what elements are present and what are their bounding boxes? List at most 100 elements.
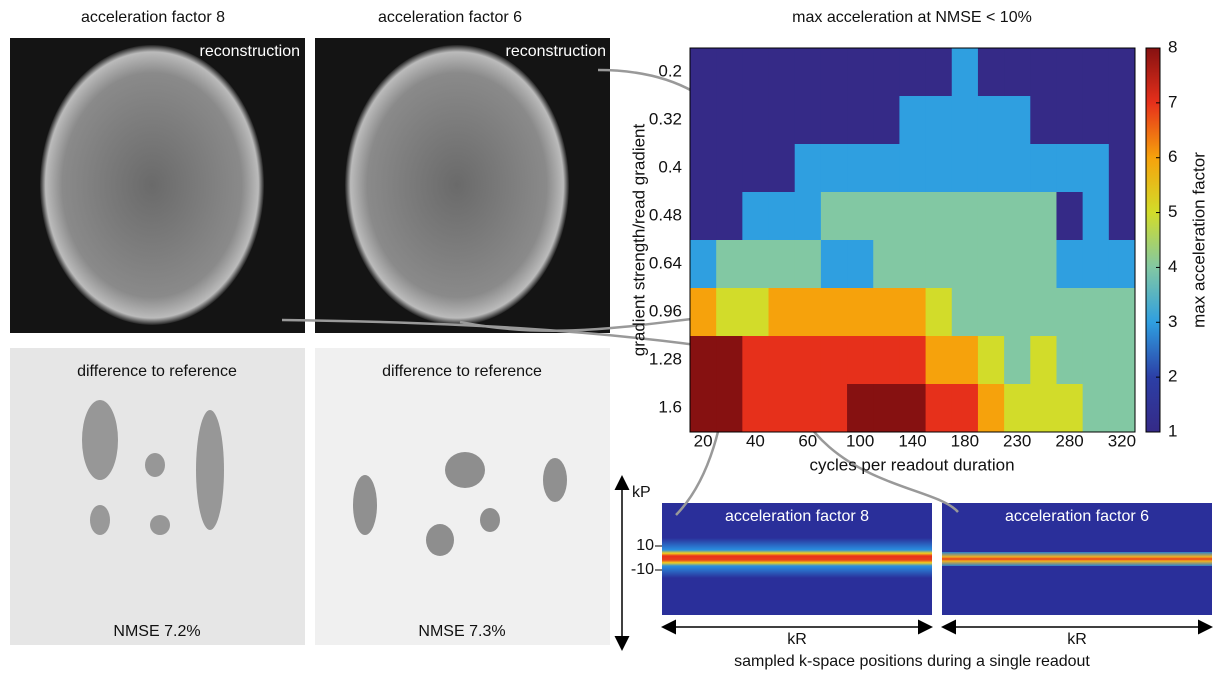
nmse-label: NMSE 7.2% [113,623,200,640]
y-tick-label: 0.32 [649,109,682,128]
heatmap-cell [821,96,848,145]
heatmap-cell [847,336,874,385]
heatmap-cell [978,96,1005,145]
colorbar-label: max acceleration factor [1189,152,1208,328]
heatmap-cell [899,240,926,289]
heatmap-cell [769,336,796,385]
heatmap-cell [952,336,979,385]
heatmap-cell [716,240,743,289]
heatmap-cell [952,288,979,337]
heatmap-cell [873,48,900,97]
heatmap-cell [952,240,979,289]
image-label: reconstruction [506,43,607,60]
y-tick-label: 0.48 [649,205,682,224]
heatmap-cell [690,240,717,289]
colorbar [1146,48,1160,432]
x-tick-label: 40 [746,431,765,450]
heatmap-cell [769,192,796,241]
heatmap-cell [847,48,874,97]
heatmap-cell [1109,384,1136,433]
heatmap-cell [821,288,848,337]
heatmap-cell [742,336,769,385]
heatmap-cell [1109,336,1136,385]
heatmap-cell [690,192,717,241]
heatmap-cell [978,384,1005,433]
heatmap-cell [899,336,926,385]
heatmap-cell [899,48,926,97]
heatmap-cell [952,192,979,241]
kspace-title: acceleration factor 6 [1005,508,1149,525]
heatmap-cell [795,240,822,289]
y-tick-label: 1.28 [649,349,682,368]
heatmap-cell [795,96,822,145]
heatmap-cell [1109,96,1136,145]
heatmap-cell [1030,48,1057,97]
y-tick-label: 0.2 [658,61,682,80]
heatmap-cell [716,336,743,385]
heatmap-cell [769,144,796,193]
heatmap-cell [742,144,769,193]
heatmap-cell [742,192,769,241]
heatmap-cell [1083,384,1110,433]
heatmap-cell [1030,240,1057,289]
heatmap-cell [821,336,848,385]
heatmap-cell [1004,192,1031,241]
heatmap-cell [926,240,953,289]
kr-label: kR [787,631,807,648]
heatmap-cell [926,192,953,241]
heatmap-cell [899,192,926,241]
heatmap-cell [1004,144,1031,193]
heatmap-cell [1083,96,1110,145]
kspace-title: acceleration factor 8 [725,508,869,525]
kspace-tick-label: 10 [636,537,654,554]
heatmap-cell [1109,48,1136,97]
heatmap-cell [978,192,1005,241]
kspace-band [662,538,932,578]
heatmap-cell [1056,96,1083,145]
heatmap-cell [1056,192,1083,241]
heatmap-cell [847,144,874,193]
heatmap-cell [1109,288,1136,337]
heatmap-cell [742,96,769,145]
heatmap-cell [795,192,822,241]
heatmap-cell [769,96,796,145]
heatmap-cell [795,384,822,433]
heatmap-cell [690,48,717,97]
heatmap-cell [1056,384,1083,433]
heatmap-cell [899,144,926,193]
heatmap-cell [690,288,717,337]
heatmap-cell [1004,240,1031,289]
heatmap-cell [795,336,822,385]
heatmap-cell [978,288,1005,337]
heatmap-cell [821,192,848,241]
y-tick-label: 0.96 [649,301,682,320]
heatmap-cell [742,48,769,97]
heatmap-cell [1056,288,1083,337]
colorbar-tick-label: 7 [1168,92,1177,111]
heatmap-cell [795,48,822,97]
heatmap-cell [899,288,926,337]
heatmap-cell [899,96,926,145]
heatmap-cell [1030,192,1057,241]
heatmap-cell [926,96,953,145]
heatmap-cell [952,48,979,97]
heatmap-cell [847,384,874,433]
heatmap-cell [1109,240,1136,289]
heatmap-cell [978,144,1005,193]
heatmap-cell [1083,288,1110,337]
heatmap-cell [690,144,717,193]
brain [345,45,569,325]
heatmap-cell [821,48,848,97]
heatmap-cell [1056,240,1083,289]
heatmap-cell [716,384,743,433]
heatmap-cell [821,144,848,193]
heatmap-cell [821,240,848,289]
heatmap-cell [926,48,953,97]
difference-label: difference to reference [77,363,237,380]
nmse-label: NMSE 7.3% [418,623,505,640]
colorbar-tick-label: 1 [1168,421,1177,440]
kspace-tick-label: -10 [631,561,654,578]
colorbar-tick-label: 6 [1168,147,1177,166]
colorbar-tick-label: 2 [1168,367,1177,386]
y-tick-label: 0.64 [649,253,682,272]
